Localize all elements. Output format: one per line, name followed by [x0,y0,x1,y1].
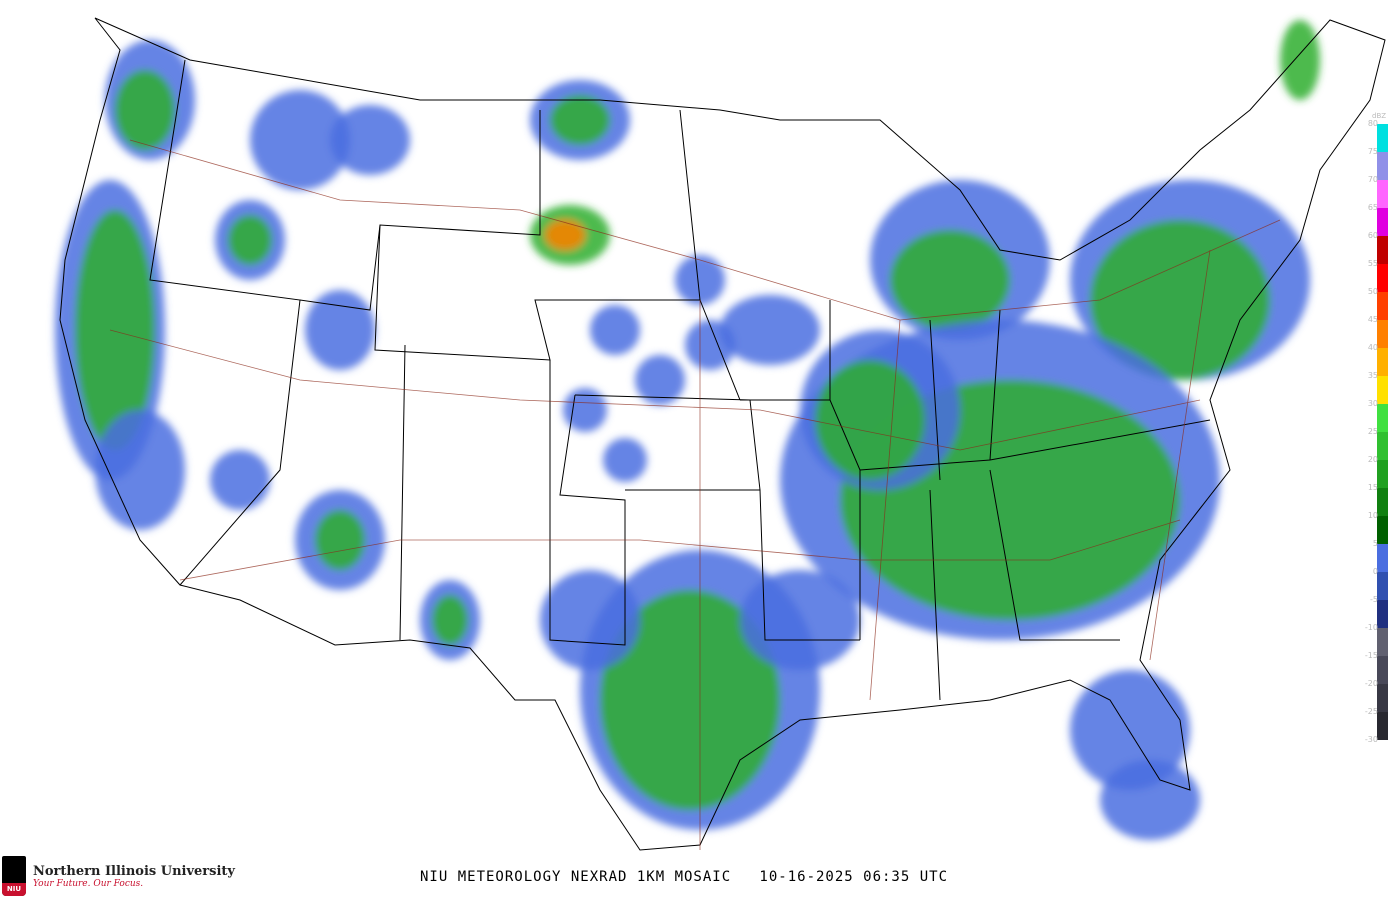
legend-label: 55 [1367,259,1378,268]
legend-label: 70 [1367,175,1378,184]
radar-echo [1090,220,1270,380]
legend-swatch [1377,488,1388,516]
radar-echo [740,570,860,670]
radar-echo [432,595,468,645]
radar-echo [210,450,270,510]
legend-label: -25 [1364,707,1378,716]
legend-swatch [1377,460,1388,488]
legend-swatch [1377,348,1388,376]
legend-label: -5 [1370,595,1378,604]
radar-echo [315,510,365,570]
radar-echo [540,570,640,670]
niu-shield-icon: NIU [2,856,26,896]
legend-label: 25 [1367,427,1378,436]
radar-echo [115,70,175,150]
radar-echo [330,105,410,175]
legend-label: 15 [1367,483,1378,492]
legend-swatch [1377,180,1388,208]
legend-swatch [1377,292,1388,320]
legend-swatch [1377,544,1388,572]
country-outline [59,17,1386,851]
radar-echo [635,355,685,405]
radar-echo [590,305,640,355]
legend-label: 80 [1367,119,1378,128]
legend-label: 65 [1367,203,1378,212]
radar-echo [305,290,375,370]
legend-swatch [1377,600,1388,628]
legend-swatch [1377,152,1388,180]
radar-echo [720,295,820,365]
legend-label: 30 [1367,399,1378,408]
radar-echo [95,410,185,530]
legend-label: 20 [1367,455,1378,464]
legend-label: 60 [1367,231,1378,240]
legend-label: 40 [1367,343,1378,352]
highways [109,139,1281,850]
radar-echo [1100,760,1200,840]
radar-echo [1070,670,1190,790]
legend-swatch [1377,236,1388,264]
legend-swatch [1377,656,1388,684]
radar-echo [228,215,272,265]
radar-echo [75,210,155,450]
legend-swatch [1377,320,1388,348]
legend-swatch [1377,712,1388,740]
dbz-color-legend: dBZ 80 75 70 65 60 55 50 45 40 35 30 25 20 15 10 5 0 -5 -1… [1360,112,1390,757]
legend-label: -30 [1364,735,1378,744]
legend-label: -20 [1364,679,1378,688]
legend-swatch [1377,124,1388,152]
radar-echoes [55,20,1320,840]
legend-swatch [1377,572,1388,600]
radar-echo [563,388,607,432]
map-title: NIU METEOROLOGY NEXRAD 1KM MOSAIC 10-16-… [420,869,949,885]
legend-label: 45 [1367,315,1378,324]
legend-swatch [1377,628,1388,656]
university-tagline: Your Future. Our Focus. [33,878,144,889]
legend-label: 0 [1372,567,1378,576]
legend-swatch [1377,208,1388,236]
radar-echo [1280,20,1320,100]
radar-echo [675,255,725,305]
legend-label: 50 [1367,287,1378,296]
legend-label: 35 [1367,371,1378,380]
legend-label: 75 [1367,147,1378,156]
legend-label: -15 [1364,651,1378,660]
radar-echo [815,360,925,480]
legend-swatch [1377,404,1388,432]
radar-echo [603,438,647,482]
legend-swatch [1377,684,1388,712]
radar-echo [250,90,350,190]
legend-swatch [1377,516,1388,544]
niu-logo: NIU Northern Illinois University Your Fu… [2,856,235,896]
legend-swatch [1377,264,1388,292]
legend-unit: dBZ [1372,112,1387,120]
legend-swatch [1377,376,1388,404]
legend-label: 5 [1372,539,1378,548]
radar-echo [600,590,780,810]
radar-echo [550,95,610,145]
legend-label: -10 [1364,623,1378,632]
legend-label: 10 [1367,511,1378,520]
radar-echo [545,220,585,250]
radar-echo [890,230,1010,330]
legend-swatch [1377,432,1388,460]
university-name: Northern Illinois University [33,863,235,879]
